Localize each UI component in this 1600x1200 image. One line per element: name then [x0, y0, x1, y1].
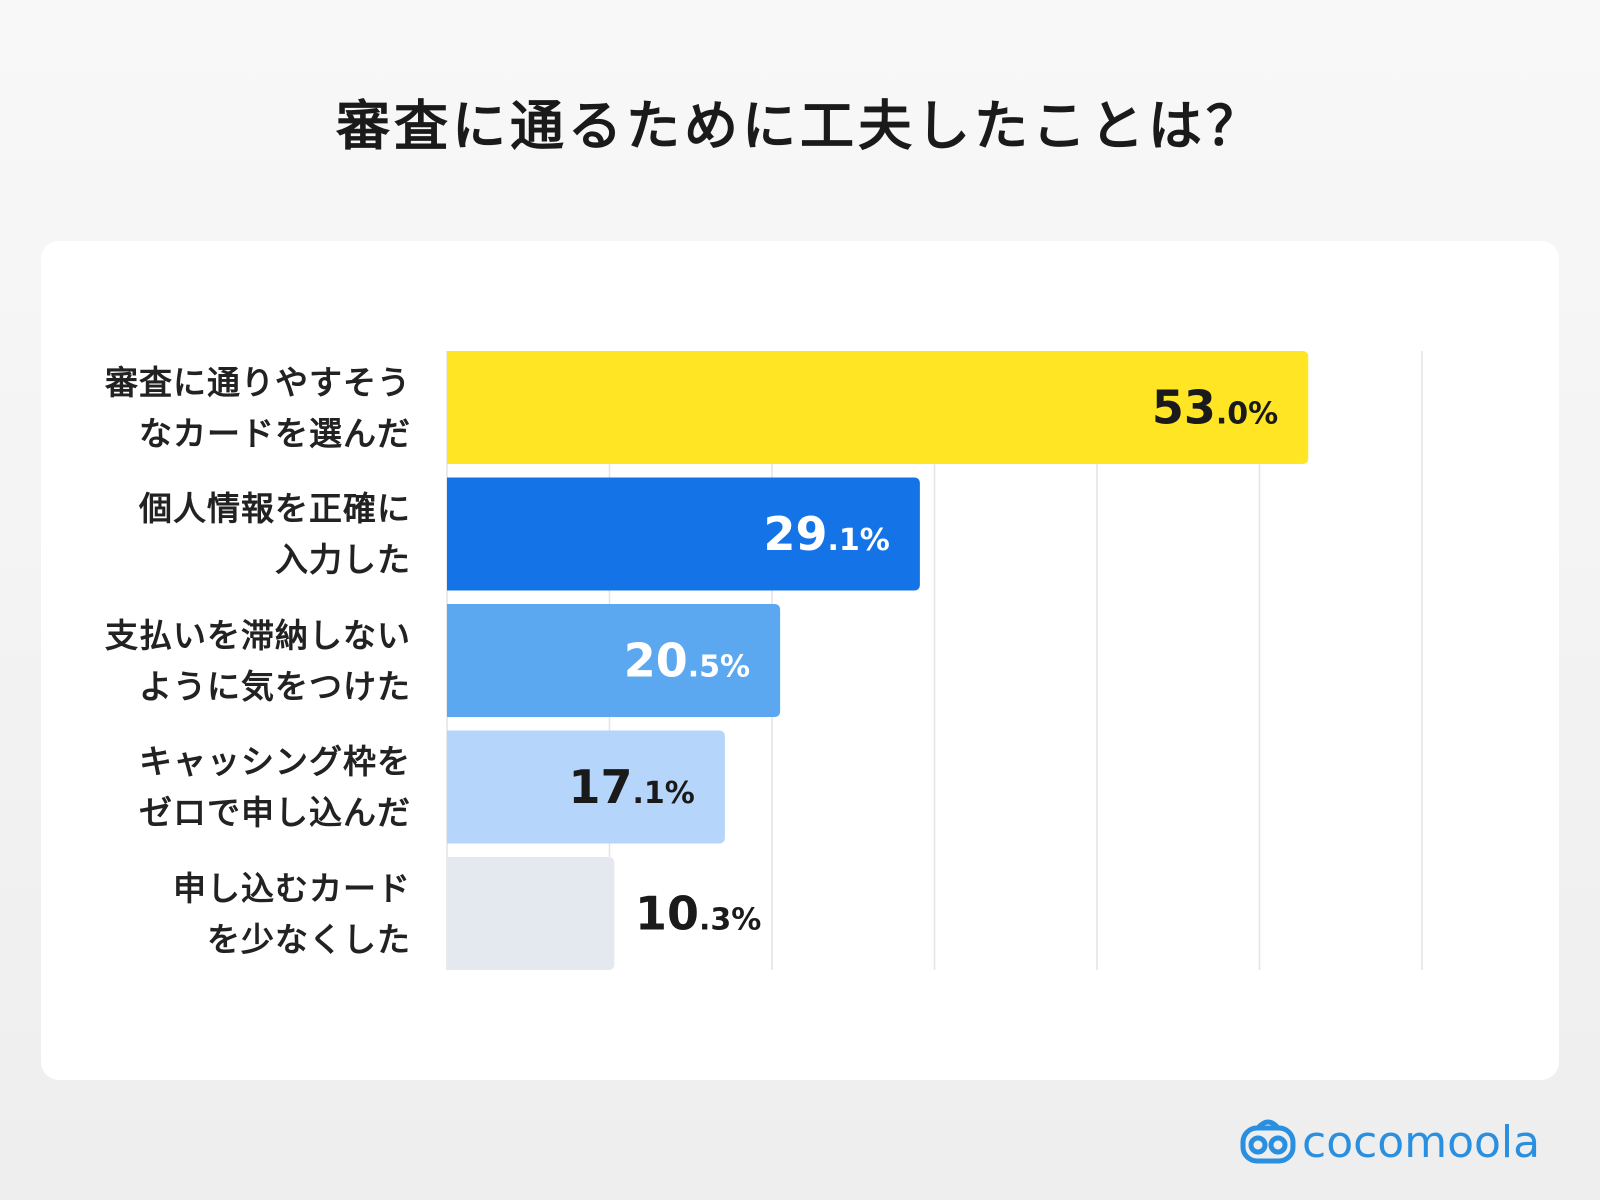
bar — [447, 351, 1309, 464]
value-label-part: 29 — [764, 507, 828, 561]
value-label: 20.5% — [624, 634, 750, 688]
chart-title: 審査に通るために工夫したことは？ — [335, 95, 1264, 158]
bar — [447, 857, 615, 970]
value-label-part: .5% — [688, 650, 750, 685]
category-label: 審査に通りやすそう なカードを選んだ — [105, 362, 411, 453]
category-label: キャッシング枠を ゼロで申し込んだ — [139, 742, 411, 832]
bar — [447, 477, 920, 591]
bar-group: 20.5% — [447, 604, 781, 717]
bar-group: 29.1% — [447, 477, 920, 591]
category-label: 個人情報を正確に 入力した — [139, 489, 411, 579]
value-label: 10.3% — [635, 887, 761, 941]
value-label-part: .0% — [1216, 397, 1278, 432]
category-label: 申し込むカード を少なくした — [173, 868, 411, 959]
value-label: 53.0% — [1152, 381, 1278, 435]
logo-icon — [1240, 1119, 1296, 1164]
value-label-part: 17 — [569, 760, 633, 814]
bar-group: 17.1% — [447, 730, 725, 844]
value-label-part: .3% — [699, 903, 761, 938]
category-label: 支払いを滞納しない ように気をつけた — [105, 615, 411, 706]
logo-eye — [1248, 1135, 1268, 1155]
brand: cocomoola — [1302, 1117, 1540, 1168]
value-label: 29.1% — [764, 507, 890, 561]
bar-group: 53.0% — [447, 351, 1309, 464]
logo-top — [1256, 1119, 1280, 1130]
value-label-part: 20 — [624, 634, 688, 688]
bar — [447, 604, 781, 717]
bar-group: 10.3% — [447, 857, 761, 970]
value-label-part: .1% — [828, 523, 890, 558]
value-label-part: .1% — [633, 776, 695, 811]
logo-body — [1240, 1125, 1296, 1164]
value-label-part: 10 — [635, 887, 699, 941]
value-label-part: 53 — [1152, 381, 1216, 435]
logo-eye — [1268, 1135, 1288, 1155]
bar — [447, 730, 725, 844]
value-label: 17.1% — [569, 760, 695, 814]
